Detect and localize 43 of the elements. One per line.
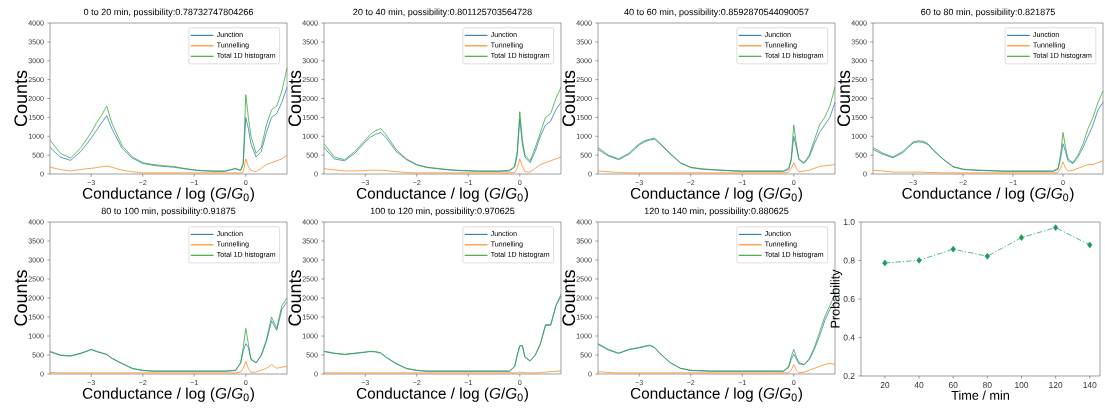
line-series [49, 67, 288, 172]
chart-title: 0 to 20 min, possibility:0.78732747804266 [83, 8, 254, 17]
x-tick-label: 20 [880, 382, 890, 388]
y-axis-title: Counts [288, 270, 302, 326]
chart-title: 80 to 100 min, possibility:0.91875 [101, 207, 236, 216]
y-tick-label: 0.2 [843, 373, 855, 379]
x-axis-title: Conductance / log (G/G$_{0}$) [356, 387, 528, 402]
chart-title: 20 to 40 min, possibility:0.801125703564728 [353, 8, 532, 17]
y-axis-title: Counts [14, 70, 28, 127]
x-tick-label: 120 [1049, 382, 1063, 388]
x-axis-title: Conductance / log (G/G$_{0}$) [82, 187, 254, 202]
x-axis-title: Time / min [951, 390, 1010, 400]
x-axis-title: Conductance / log (G/G$_{0}$) [902, 187, 1074, 202]
y-axis-title: Counts [837, 70, 851, 127]
x-tick-label: 40 [914, 382, 924, 388]
y-axis-title: Counts [288, 70, 302, 127]
y-axis-title: Counts [562, 70, 576, 127]
point [1053, 224, 1059, 231]
y-tick-label: 0.4 [843, 334, 855, 341]
point [1018, 234, 1025, 241]
y-axis-title: Counts [14, 270, 28, 326]
x-axis-title: Conductance / log (G/G$_{0}$) [82, 387, 254, 402]
x-axis-title: Conductance / log (G/G$_{0}$) [630, 187, 802, 202]
x-tick-label: 80 [983, 382, 992, 388]
point [916, 257, 922, 264]
chart-title: 60 to 80 min, possibility:0.821875 [921, 8, 1055, 17]
y-axis-title: Counts [562, 270, 576, 326]
x-axis-title: Conductance / log (G/G$_{0}$) [356, 187, 528, 202]
point [984, 252, 990, 260]
chart-title: 120 to 140 min, possibility:0.880625 [644, 207, 789, 216]
x-tick-label: 100 [1015, 382, 1029, 388]
y-tick-label: 0.6 [843, 296, 855, 302]
y-tick-label: 0.8 [843, 257, 855, 264]
x-tick-label: 140 [1083, 382, 1097, 388]
chart-title: 40 to 60 min, possibility:0.8592870544090057 [624, 8, 809, 17]
x-axis-title: Conductance / log (G/G$_{0}$) [630, 387, 802, 402]
point [950, 245, 956, 253]
point [882, 259, 888, 267]
point [1087, 241, 1093, 249]
y-axis-title: Probability [830, 269, 843, 328]
y-tick-label: 1.0 [843, 219, 855, 225]
x-tick-label: 60 [948, 382, 958, 388]
chart-title: 100 to 120 min, possibility:0.970625 [370, 207, 515, 216]
